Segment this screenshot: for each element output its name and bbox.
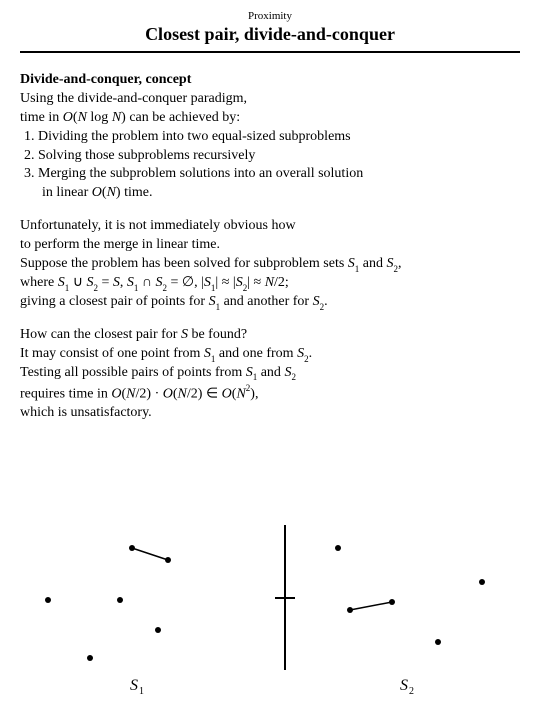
concept-block: Divide-and-conquer, concept Using the di… xyxy=(20,71,520,203)
list-item-1: 1. Dividing the problem into two equal-s… xyxy=(20,128,520,147)
svg-text:S: S xyxy=(130,677,138,694)
para-question: How can the closest pair for S be found?… xyxy=(20,326,520,423)
points-diagram: S1S2 xyxy=(20,520,520,700)
para-merge: Unfortunately, it is not immediately obv… xyxy=(20,217,520,312)
content: Divide-and-conquer, concept Using the di… xyxy=(20,71,520,423)
svg-text:1: 1 xyxy=(139,686,144,697)
list-item-3b: in linear O(N) time. xyxy=(20,184,520,203)
list-item-3a: 3. Merging the subproblem solutions into… xyxy=(20,165,520,184)
intro-line1: Using the divide-and-conquer paradigm, xyxy=(20,90,520,109)
svg-text:2: 2 xyxy=(409,686,414,697)
header-category: Proximity xyxy=(20,10,520,22)
concept-title: Divide-and-conquer, concept xyxy=(20,71,520,90)
intro-line2: time in O(N log N) can be achieved by: xyxy=(20,109,520,128)
list-item-2: 2. Solving those subproblems recursively xyxy=(20,147,520,166)
svg-text:S: S xyxy=(400,677,408,694)
header-title: Closest pair, divide-and-conquer xyxy=(20,24,520,53)
